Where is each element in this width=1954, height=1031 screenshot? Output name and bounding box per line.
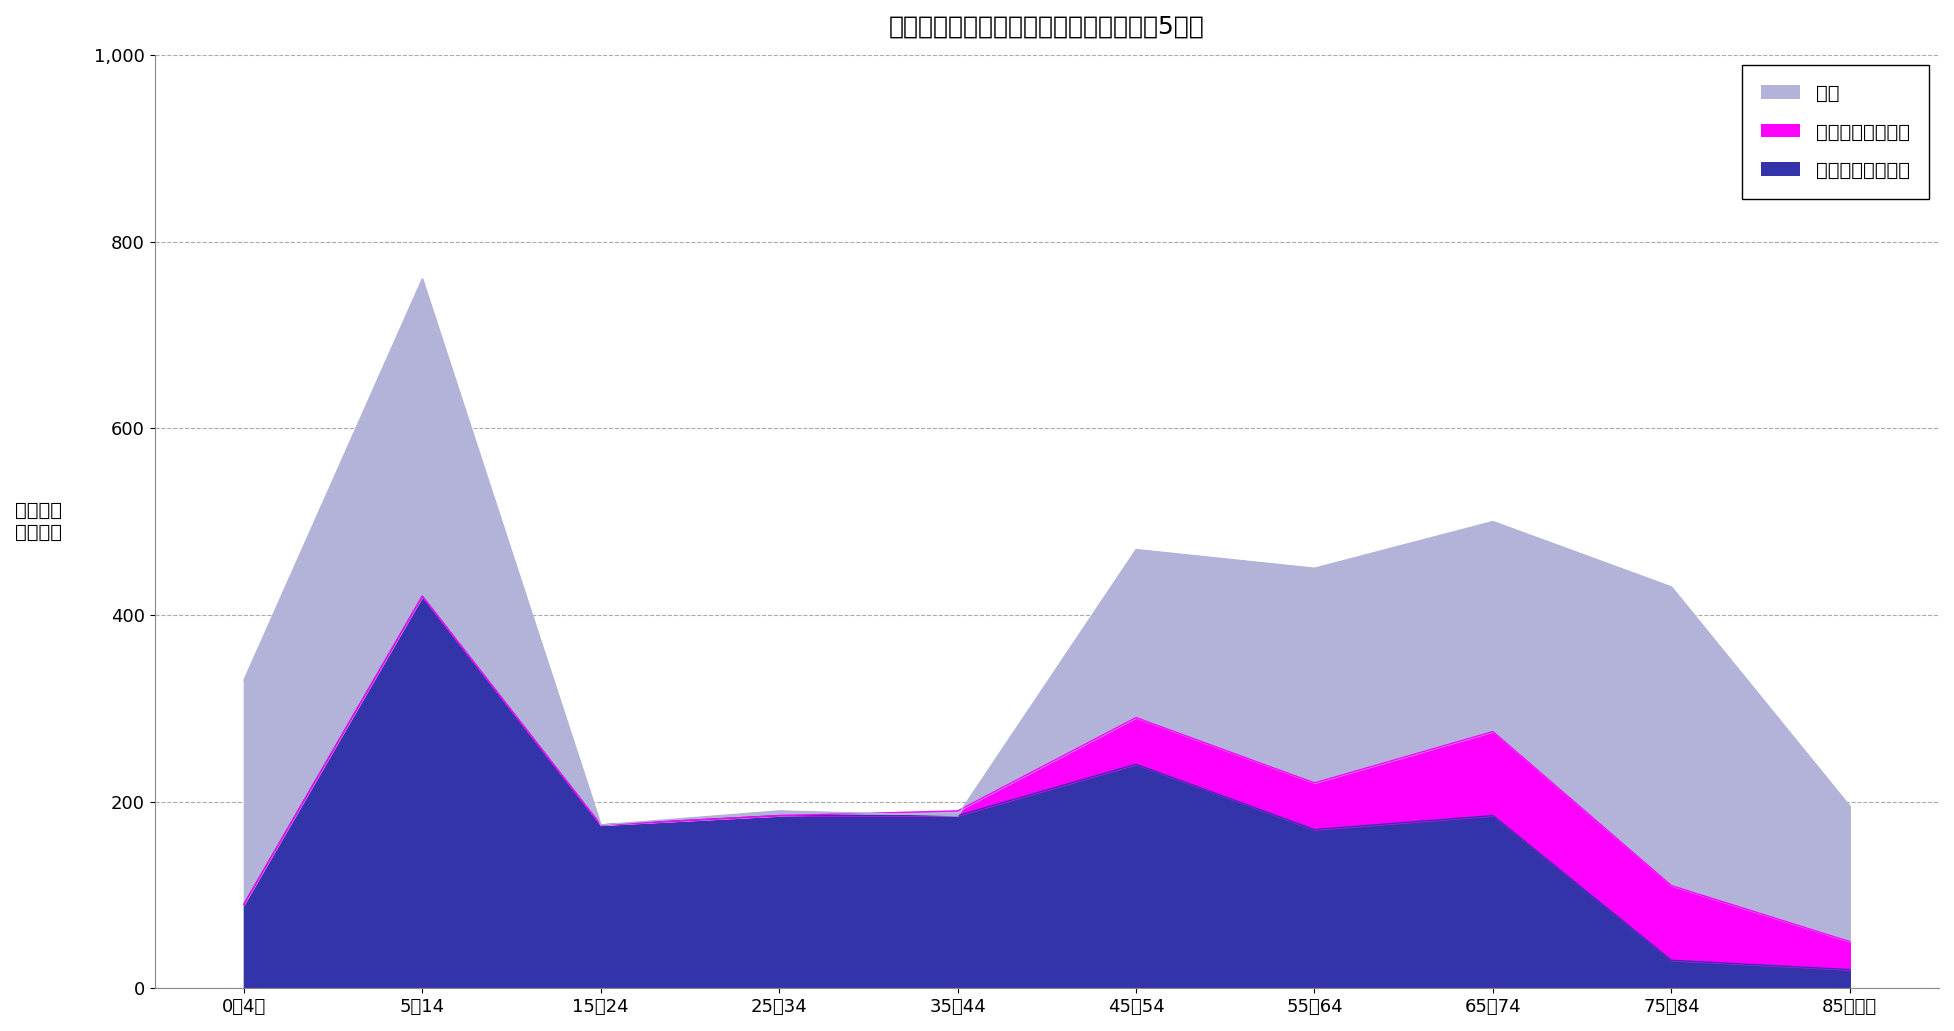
Y-axis label: 総患者数
（千人）: 総患者数 （千人） bbox=[16, 501, 63, 542]
Legend: 喘息, 慢性閉塞性肺疾患, アレルギー性鼻炎: 喘息, 慢性閉塞性肺疾患, アレルギー性鼻炎 bbox=[1741, 65, 1929, 199]
Title: 主な呼吸器疾患の年齢別総患者数（令和5年）: 主な呼吸器疾患の年齢別総患者数（令和5年） bbox=[889, 15, 1206, 39]
